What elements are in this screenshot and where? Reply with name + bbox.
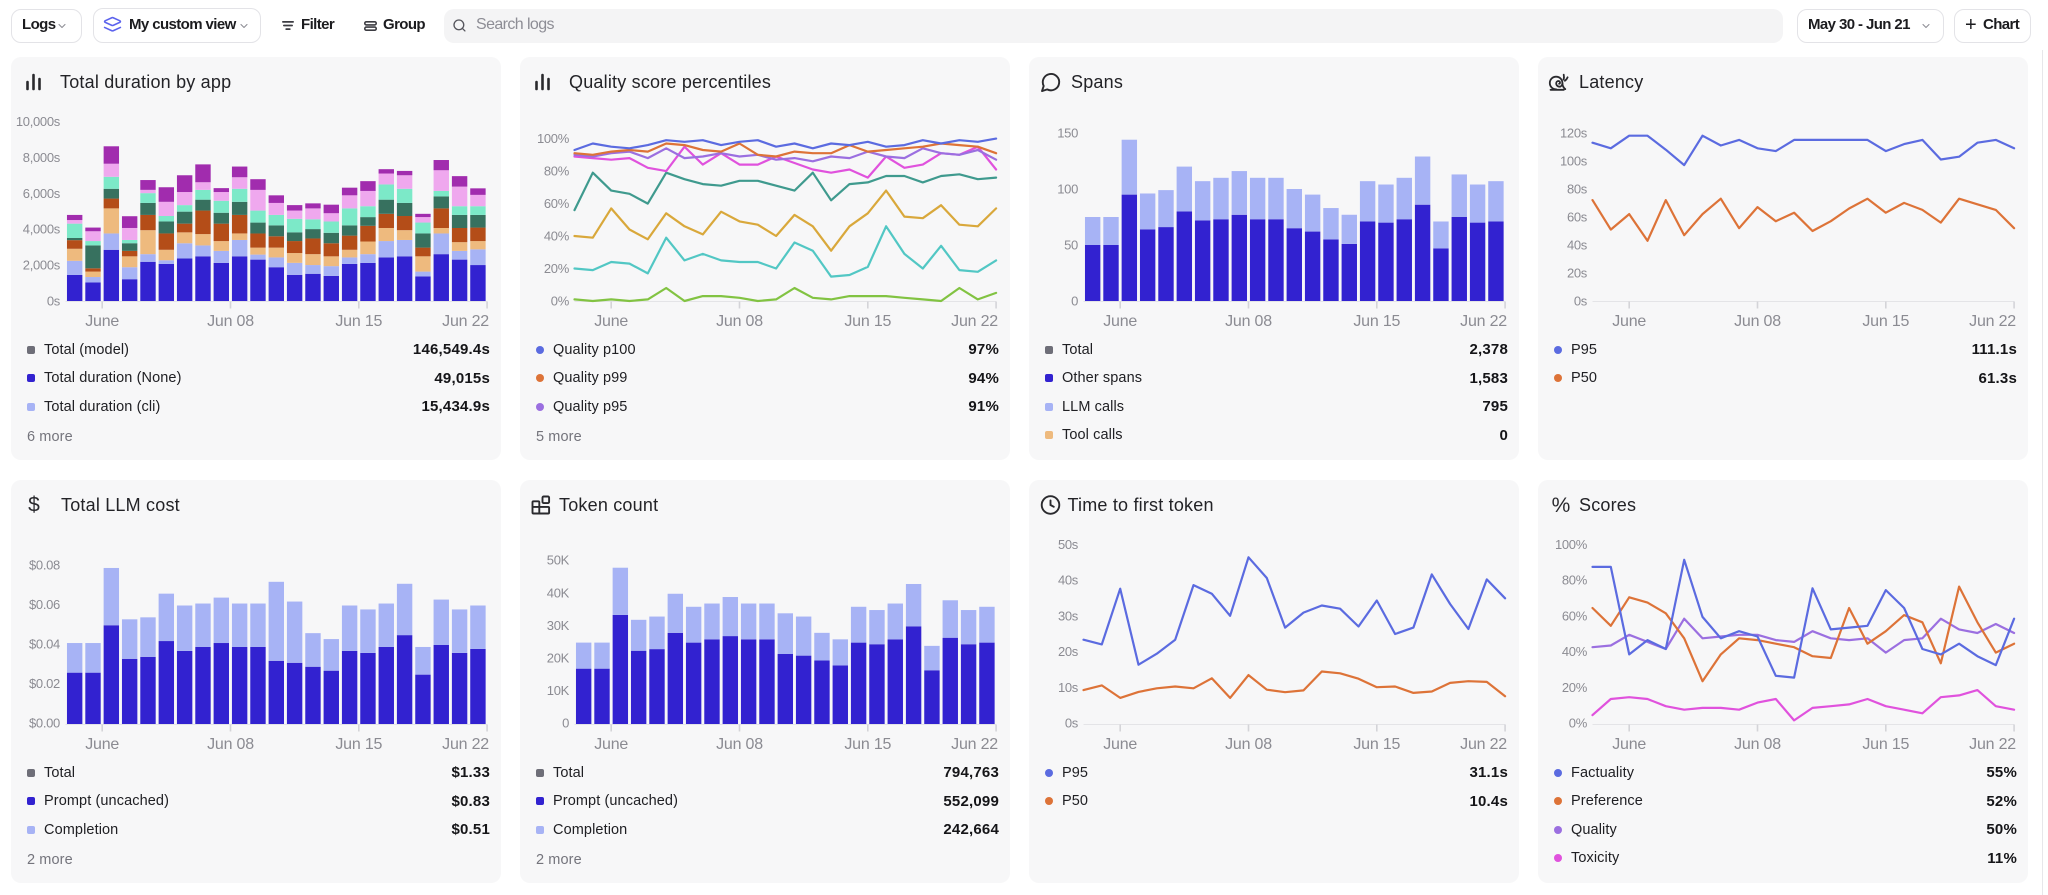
svg-text:0s: 0s [47,294,61,309]
svg-text:$: $ [28,494,40,516]
svg-text:%: % [1552,494,1571,516]
svg-text:Jun 22: Jun 22 [1969,313,2016,330]
svg-text:80%: 80% [544,164,570,179]
svg-text:0: 0 [1071,294,1078,309]
svg-text:20%: 20% [1562,680,1588,695]
svg-text:Jun 22: Jun 22 [1969,736,2016,753]
svg-text:60s: 60s [1567,209,1588,224]
svg-text:80s: 80s [1567,181,1588,196]
svg-text:$0.00: $0.00 [29,716,60,731]
svg-text:80%: 80% [1562,573,1588,588]
svg-text:June: June [85,736,119,753]
svg-text:0s: 0s [1065,716,1079,731]
svg-text:40s: 40s [1058,573,1079,588]
svg-text:2,000s: 2,000s [23,258,61,273]
svg-text:Jun 15: Jun 15 [1353,313,1400,330]
svg-text:Jun 08: Jun 08 [716,313,763,330]
svg-text:Jun 15: Jun 15 [844,313,891,330]
svg-text:0%: 0% [1569,716,1588,731]
svg-text:10K: 10K [547,683,570,698]
svg-text:Jun 15: Jun 15 [1353,736,1400,753]
svg-text:June: June [1612,736,1646,753]
svg-text:Jun 22: Jun 22 [951,736,998,753]
svg-text:$0.04: $0.04 [29,637,60,652]
svg-text:100%: 100% [1555,537,1588,552]
svg-text:30s: 30s [1058,608,1079,623]
svg-text:Jun 15: Jun 15 [335,313,382,330]
svg-text:Jun 08: Jun 08 [1225,313,1272,330]
svg-text:$0.02: $0.02 [29,676,60,691]
svg-text:June: June [85,313,119,330]
svg-text:Jun 15: Jun 15 [844,736,891,753]
svg-text:40%: 40% [544,229,570,244]
svg-text:$0.06: $0.06 [29,597,60,612]
svg-text:Jun 08: Jun 08 [1734,736,1781,753]
svg-text:0%: 0% [551,294,570,309]
svg-text:Jun 22: Jun 22 [442,736,489,753]
svg-text:Jun 22: Jun 22 [951,313,998,330]
svg-text:40s: 40s [1567,237,1588,252]
svg-text:50K: 50K [547,553,570,568]
svg-text:20s: 20s [1058,644,1079,659]
svg-text:Jun 22: Jun 22 [1460,736,1507,753]
svg-text:Jun 22: Jun 22 [442,313,489,330]
svg-text:Jun 08: Jun 08 [1734,313,1781,330]
svg-text:0s: 0s [1574,293,1588,308]
svg-text:Jun 15: Jun 15 [1862,313,1909,330]
svg-text:60%: 60% [544,196,570,211]
svg-text:40%: 40% [1562,644,1588,659]
svg-text:Jun 15: Jun 15 [1862,736,1909,753]
svg-text:30K: 30K [547,618,570,633]
svg-text:50s: 50s [1058,537,1079,552]
svg-text:Jun 08: Jun 08 [207,313,254,330]
svg-text:50: 50 [1064,238,1078,253]
svg-text:20K: 20K [547,650,570,665]
svg-text:10,000s: 10,000s [16,114,61,129]
svg-text:100%: 100% [537,131,570,146]
svg-text:60%: 60% [1562,609,1588,624]
svg-text:10s: 10s [1058,680,1079,695]
svg-text:June: June [1612,313,1646,330]
svg-text:20s: 20s [1567,265,1588,280]
svg-text:120s: 120s [1560,125,1588,140]
svg-text:June: June [1103,313,1137,330]
svg-text:150: 150 [1057,126,1078,141]
svg-text:100s: 100s [1560,153,1588,168]
svg-text:40K: 40K [547,585,570,600]
svg-text:Jun 22: Jun 22 [1460,313,1507,330]
svg-text:Jun 08: Jun 08 [716,736,763,753]
svg-text:Jun 15: Jun 15 [335,736,382,753]
svg-text:June: June [1103,736,1137,753]
svg-text:$0.08: $0.08 [29,558,60,573]
svg-text:June: June [594,313,628,330]
svg-text:8,000s: 8,000s [23,150,61,165]
svg-text:6,000s: 6,000s [23,186,61,201]
svg-text:Jun 08: Jun 08 [1225,736,1272,753]
svg-text:20%: 20% [544,261,570,276]
svg-text:4,000s: 4,000s [23,222,61,237]
svg-text:Jun 08: Jun 08 [207,736,254,753]
svg-text:100: 100 [1057,182,1078,197]
svg-text:0: 0 [562,716,569,731]
svg-text:June: June [594,736,628,753]
